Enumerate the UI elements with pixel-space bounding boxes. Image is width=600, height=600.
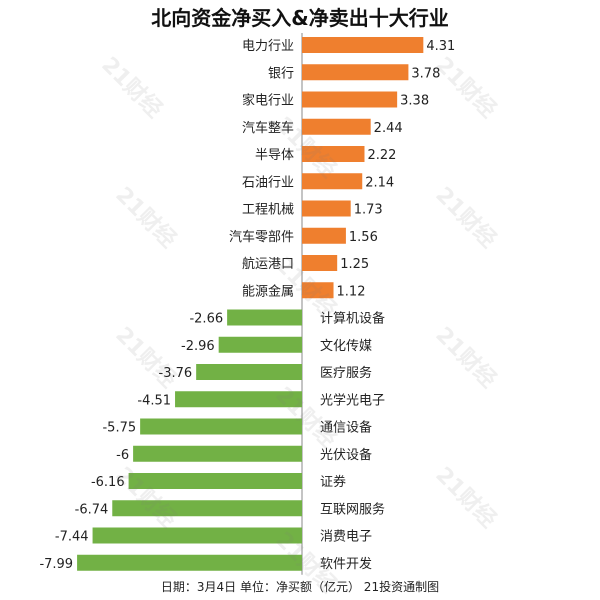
category-label: 互联网服务	[320, 501, 385, 517]
bar	[112, 500, 302, 517]
category-label: 消费电子	[320, 530, 372, 545]
bar	[175, 391, 302, 408]
category-label: 证券	[320, 474, 346, 490]
bar	[128, 473, 302, 489]
bar	[302, 91, 398, 108]
category-label: 石油行业	[242, 175, 294, 190]
bar	[302, 173, 363, 190]
bar	[140, 418, 302, 435]
bar	[302, 118, 371, 135]
bar	[302, 200, 351, 217]
value-label: -6.16	[91, 475, 125, 490]
category-label: 银行	[268, 66, 294, 81]
value-label: -6.74	[75, 502, 109, 517]
bar	[302, 146, 365, 162]
value-label: 2.14	[365, 175, 394, 190]
value-label: 3.78	[411, 66, 440, 81]
value-label: 3.38	[400, 94, 429, 109]
chart-footer: 日期：3月4日 单位：净买额（亿元） 21投资通制图	[160, 580, 440, 594]
value-label: -6	[116, 448, 129, 463]
category-label: 航运港口	[242, 256, 294, 272]
category-label: 光学光电子	[320, 392, 385, 408]
bar	[302, 255, 338, 271]
bar	[77, 554, 302, 571]
category-label: 软件开发	[320, 556, 372, 572]
value-label: 1.12	[337, 284, 366, 299]
category-label: 工程机械	[242, 203, 294, 218]
category-label: 文化传媒	[320, 339, 372, 354]
category-label: 能源金属	[242, 283, 294, 299]
category-label: 汽车整车	[242, 120, 294, 136]
value-label: -3.76	[159, 366, 193, 381]
bar	[92, 527, 303, 544]
category-label: 计算机设备	[320, 311, 385, 327]
bar	[302, 64, 409, 81]
value-label: -4.51	[137, 393, 171, 408]
bar	[218, 336, 302, 353]
value-label: 2.22	[367, 148, 396, 163]
bar	[302, 282, 334, 299]
category-label: 医疗服务	[320, 365, 372, 381]
value-label: -5.75	[102, 421, 136, 436]
value-label: 4.31	[426, 39, 455, 54]
bar	[227, 309, 302, 326]
value-label: -7.99	[39, 557, 73, 572]
value-label: -2.96	[181, 339, 215, 354]
category-label: 光伏设备	[320, 447, 372, 463]
category-label: 通信设备	[320, 420, 372, 436]
category-label: 家电行业	[242, 93, 294, 109]
bar	[133, 445, 302, 462]
value-label: 1.25	[340, 257, 369, 272]
bar	[196, 364, 302, 380]
value-label: -7.44	[55, 530, 89, 545]
category-label: 汽车零部件	[229, 229, 294, 245]
value-label: 1.73	[354, 203, 383, 218]
category-label: 电力行业	[242, 39, 294, 54]
chart-title: 北向资金净买入&净卖出十大行业	[151, 6, 449, 30]
value-label: 2.44	[374, 121, 403, 136]
bar	[302, 227, 346, 244]
value-label: -2.66	[189, 312, 223, 327]
category-label: 半导体	[255, 148, 294, 163]
bar	[302, 37, 424, 53]
value-label: 1.56	[349, 230, 378, 245]
